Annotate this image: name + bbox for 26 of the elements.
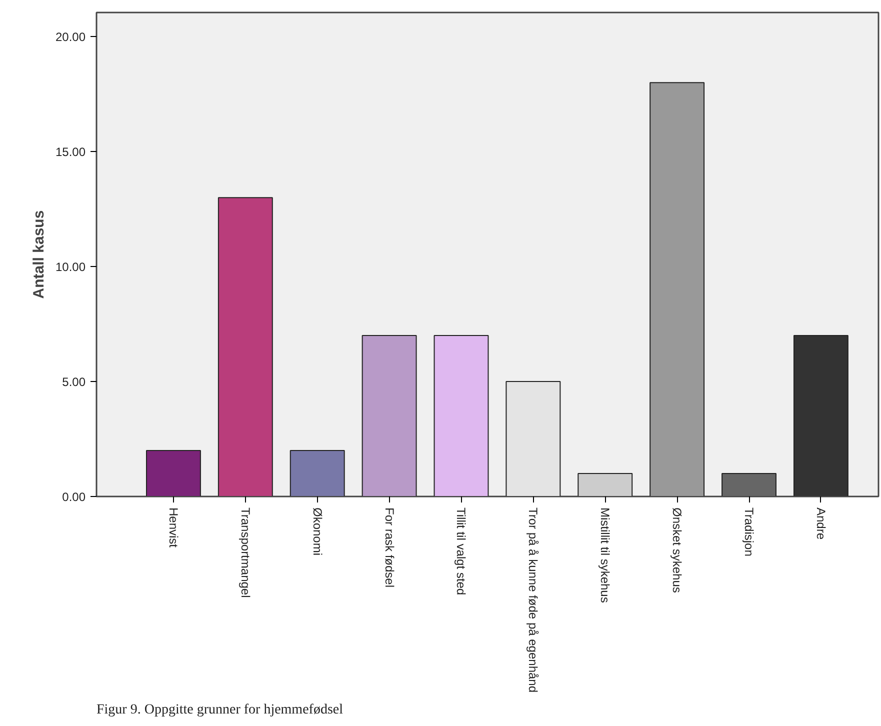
x-tick-label: Henvist bbox=[166, 508, 180, 548]
y-tick-label: 0.00 bbox=[62, 490, 86, 504]
bar bbox=[218, 197, 273, 496]
y-tick-label: 10.00 bbox=[55, 260, 86, 274]
x-tick-label: Andre bbox=[814, 508, 828, 540]
x-tick-label: Tillit til valgt sted bbox=[454, 508, 468, 596]
x-tick-label: Transportmangel bbox=[238, 508, 252, 598]
y-axis-title: Antall kasus bbox=[30, 210, 48, 299]
y-tick-label: 20.00 bbox=[55, 30, 86, 44]
bar bbox=[722, 473, 776, 496]
bar bbox=[578, 473, 633, 496]
bar bbox=[146, 450, 201, 496]
bar bbox=[793, 335, 848, 496]
x-tick-label: Økonomi bbox=[310, 508, 324, 556]
x-tick-label: Mistillit til sykehus bbox=[598, 508, 612, 603]
x-tick-label: Tradisjon bbox=[742, 508, 756, 556]
x-tick-label: For rask fødsel bbox=[382, 508, 396, 588]
y-tick-label: 15.00 bbox=[55, 145, 86, 160]
x-tick-label: Tror på å kunne føde på egenhånd bbox=[526, 508, 540, 693]
bar bbox=[290, 450, 345, 496]
y-tick-label: 5.00 bbox=[62, 375, 86, 390]
bar bbox=[362, 335, 417, 496]
x-tick-label: Ønsket sykehus bbox=[670, 508, 684, 593]
bar bbox=[650, 82, 705, 496]
text: Figur 9. Oppgitte grunner for hjemmefødsel bbox=[96, 702, 344, 718]
bar bbox=[434, 335, 489, 496]
